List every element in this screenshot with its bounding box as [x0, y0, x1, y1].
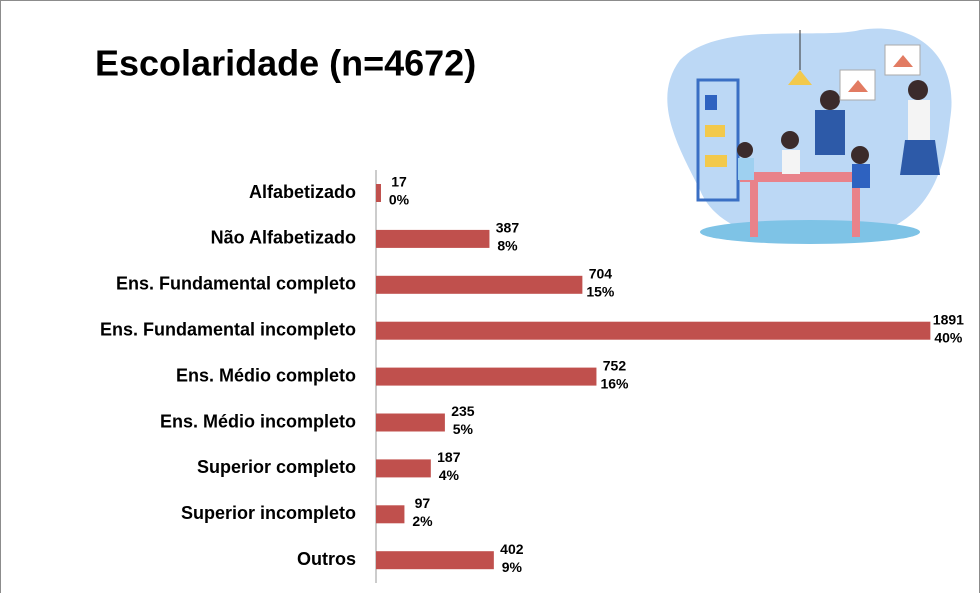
percent-label: 15%	[586, 284, 615, 300]
value-label: 752	[603, 357, 627, 373]
percent-label: 0%	[389, 192, 410, 208]
value-label: 402	[500, 541, 524, 557]
bar	[376, 414, 445, 432]
value-label: 1891	[933, 311, 964, 327]
value-label: 97	[415, 495, 431, 511]
bar	[376, 459, 431, 477]
value-label: 17	[391, 174, 407, 190]
y-tick-label: Superior completo	[197, 457, 356, 477]
percent-label: 40%	[934, 329, 963, 345]
bar	[376, 505, 404, 523]
percent-label: 2%	[412, 513, 433, 529]
bar	[376, 276, 582, 294]
value-label: 187	[437, 449, 461, 465]
bar	[376, 368, 596, 386]
value-label: 387	[496, 220, 520, 236]
y-tick-label: Alfabetizado	[249, 182, 356, 202]
y-tick-label: Ens. Médio incompleto	[160, 411, 356, 431]
chart-title: Escolaridade (n=4672)	[95, 43, 476, 84]
bar	[376, 322, 930, 340]
bar	[376, 551, 494, 569]
bar	[376, 184, 381, 202]
value-label: 235	[451, 403, 475, 419]
percent-label: 9%	[502, 559, 523, 575]
bar	[376, 230, 489, 248]
y-tick-label: Ens. Fundamental completo	[116, 274, 356, 294]
y-tick-label: Outros	[297, 549, 356, 569]
y-tick-label: Ens. Fundamental incompleto	[100, 319, 356, 339]
y-tick-label: Ens. Médio completo	[176, 365, 356, 385]
percent-label: 8%	[497, 238, 518, 254]
y-tick-label: Não Alfabetizado	[211, 228, 356, 248]
percent-label: 16%	[600, 375, 629, 391]
chart: Escolaridade (n=4672) Alfabetizado 17 0% Nã…	[0, 0, 980, 593]
value-label: 704	[589, 266, 613, 282]
y-tick-label: Superior incompleto	[181, 503, 356, 523]
percent-label: 4%	[439, 467, 460, 483]
percent-label: 5%	[453, 421, 474, 437]
